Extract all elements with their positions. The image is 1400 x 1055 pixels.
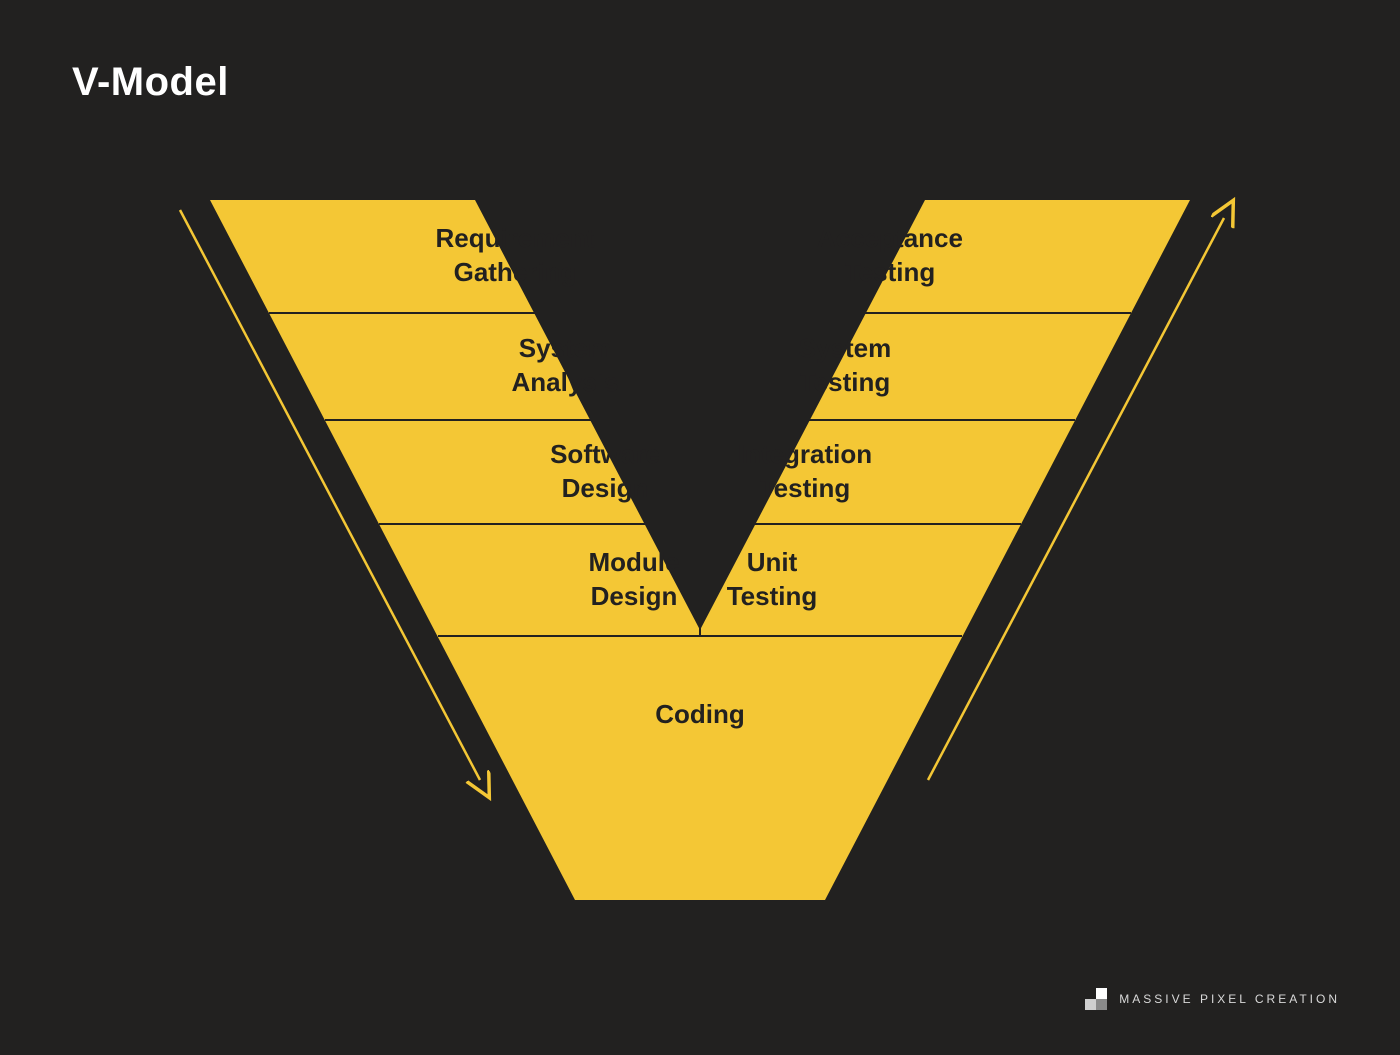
footer-brand-text: MASSIVE PIXEL CREATION [1119,992,1340,1006]
brand-logo-icon [1085,988,1107,1010]
left-stage-0-line2: Gathering [454,257,577,287]
right-stage-1-line2: Testing [800,367,891,397]
left-stage-0-line1: Requirement [436,223,595,253]
left-stage-2-line2: Design [562,473,649,503]
bottom-stage-label: Coding [655,699,745,729]
right-stage-2-line2: Testing [760,473,851,503]
vmodel-slide: V-Model Requirement Gathering System Analys… [0,0,1400,1055]
right-stage-3-line1: Unit [747,547,798,577]
v-diagram-svg: Requirement Gathering System Analysis Softwa… [210,200,1190,920]
left-stage-3-line2: Design [591,581,678,611]
right-stage-3-line2: Testing [727,581,818,611]
right-stage-2-line1: Integration [738,439,872,469]
left-stage-3-line1: Module [589,547,680,577]
footer-brand: MASSIVE PIXEL CREATION [1085,988,1340,1010]
page-title: V-Model [72,60,229,105]
right-stage-0-line1: Acceptance [817,223,963,253]
left-stage-1-line1: System [519,333,612,363]
v-diagram: Requirement Gathering System Analysis Softwa… [210,200,1190,920]
right-stage-1-line1: System [799,333,892,363]
left-stage-2-line1: Software [550,439,660,469]
left-stage-1-line2: Analysis [512,367,619,397]
right-stage-0-line2: Testing [845,257,936,287]
